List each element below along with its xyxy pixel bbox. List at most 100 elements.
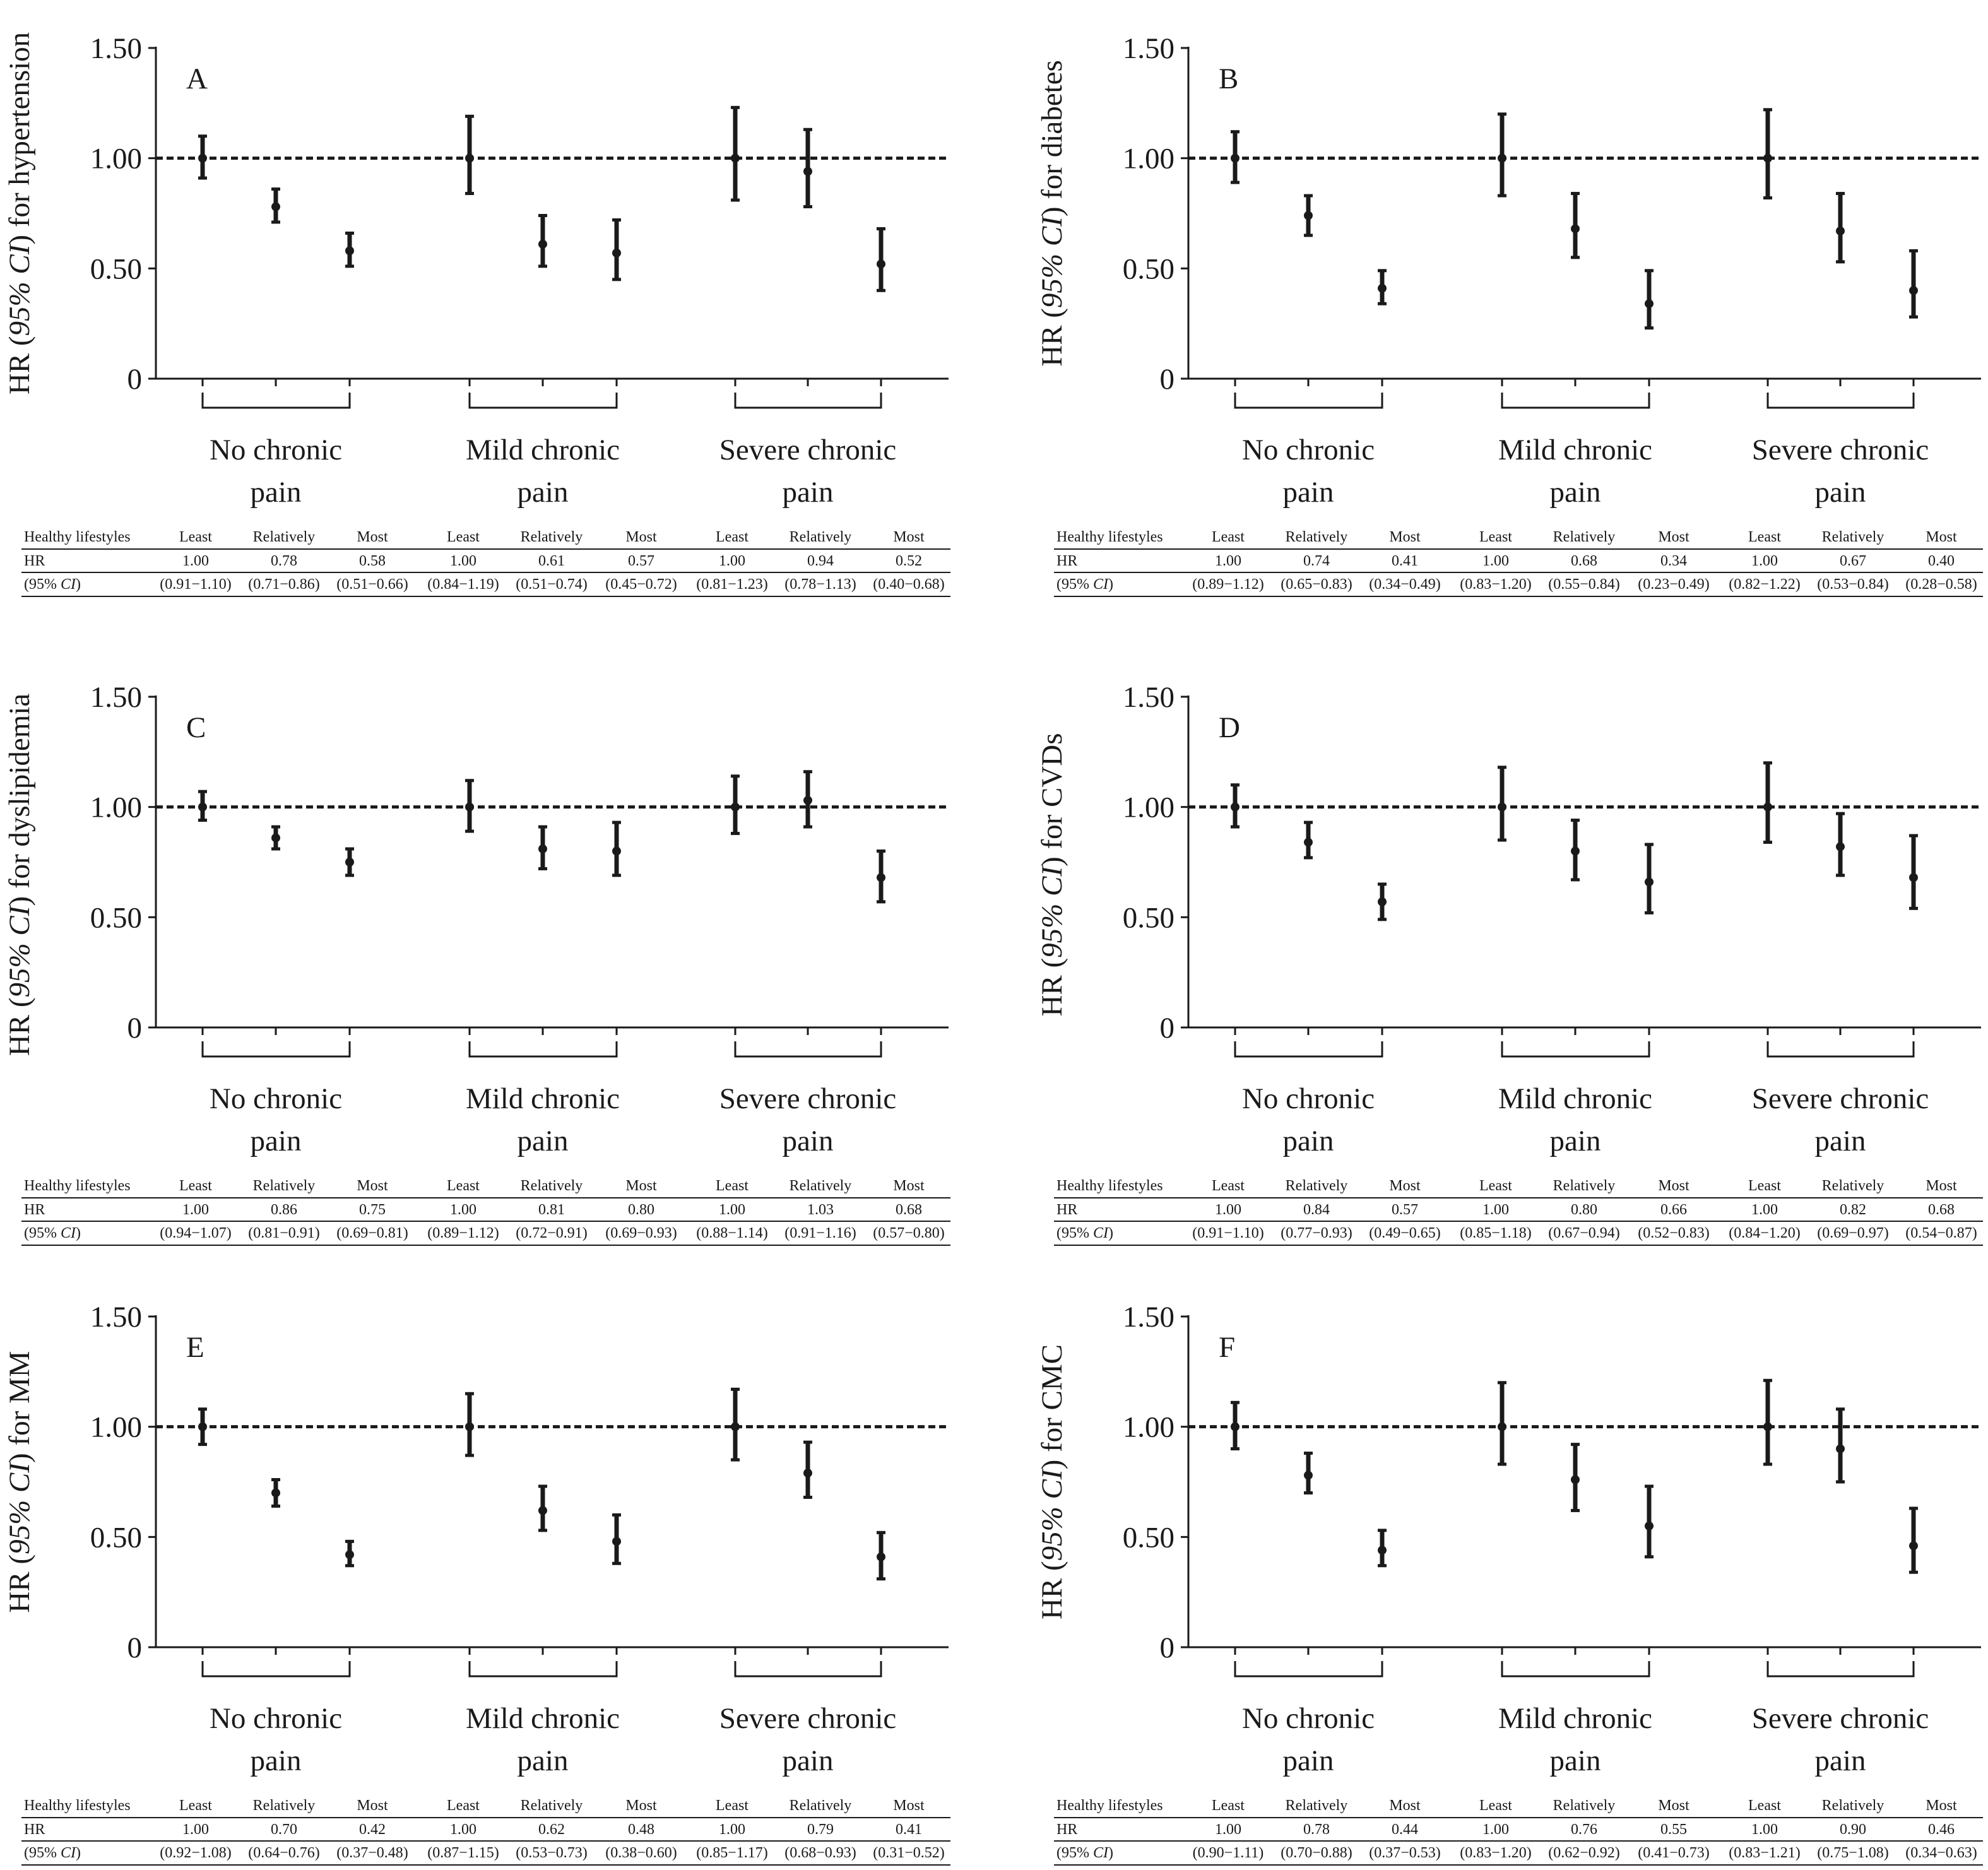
- table-label-ci-close: ): [76, 576, 81, 593]
- group-bracket: [1501, 1661, 1650, 1678]
- hr-point: [538, 1506, 547, 1515]
- group-label-line1: Mild chronic: [466, 1082, 620, 1115]
- table-lifestyle-cell: Most: [1926, 529, 1957, 545]
- y-axis-title-suffix: ) for diabetes: [1036, 60, 1068, 216]
- table-lifestyle-cell: Least: [1212, 1797, 1245, 1814]
- table-ci-cell: (0.81−1.23): [696, 576, 768, 593]
- y-axis-title-suffix: ) for dyslipidemia: [3, 694, 36, 906]
- table-hr-cell: 0.81: [538, 1202, 565, 1218]
- table-lifestyle-cell: Relatively: [253, 1178, 316, 1194]
- table-hr-cell: 1.00: [1215, 553, 1241, 569]
- table-hr-cell: 0.44: [1392, 1821, 1418, 1838]
- table-lifestyle-cell: Relatively: [790, 1178, 852, 1194]
- hr-point: [271, 202, 280, 211]
- table-label-ci: (95% CI): [1056, 1225, 1113, 1241]
- table-label-ci-italic: CI: [61, 1225, 76, 1241]
- y-tick-label: 0.50: [1123, 901, 1174, 934]
- group-label: Mild chronic pain: [466, 434, 620, 509]
- table-hr-cell: 1.00: [1482, 553, 1509, 569]
- table-ci-cell: (0.41−0.73): [1638, 1845, 1710, 1861]
- group-label-line2: pain: [251, 1744, 302, 1777]
- table-ci-cell: (0.28−0.58): [1905, 576, 1977, 593]
- table-hr-cell: 1.00: [182, 1202, 209, 1218]
- table-hr-cell: 0.42: [359, 1821, 386, 1838]
- hr-point: [1304, 211, 1313, 220]
- table-hr-cell: 1.00: [182, 1821, 209, 1838]
- group-bracket: [1234, 393, 1383, 409]
- y-tick-label: 0.50: [90, 1521, 142, 1554]
- hr-point: [803, 167, 812, 176]
- hr-point: [538, 844, 547, 854]
- table-lifestyle-cell: Most: [625, 1797, 657, 1814]
- hr-point: [1909, 873, 1918, 882]
- hr-point: [612, 248, 621, 257]
- group-label-line2: pain: [783, 1125, 834, 1157]
- group-label-line1: Mild chronic: [1498, 1702, 1652, 1735]
- group-label-line2: pain: [1283, 476, 1334, 509]
- table-label-lifestyle: Healthy lifestyles: [24, 529, 131, 545]
- table-ci-cell: (0.52−0.83): [1638, 1225, 1710, 1241]
- table-label-lifestyle: Healthy lifestyles: [1056, 529, 1163, 545]
- table-hr-cell: 0.78: [1303, 1821, 1330, 1838]
- table-hr-cell: 0.75: [359, 1202, 386, 1218]
- hr-point: [1763, 802, 1772, 812]
- group-label-line2: pain: [1815, 476, 1866, 509]
- table-label-lifestyle: Healthy lifestyles: [24, 1797, 131, 1814]
- group-label: Severe chronic pain: [1752, 1082, 1929, 1157]
- table-ci-cell: (0.90−1.11): [1193, 1845, 1264, 1861]
- table-lifestyle-cell: Least: [1479, 1178, 1512, 1194]
- hr-point: [465, 1422, 474, 1431]
- y-axis-title-italic: 95% CI: [1036, 865, 1068, 958]
- hr-point: [1304, 1471, 1313, 1480]
- group-label-line1: No chronic: [210, 434, 342, 466]
- group-label-line2: pain: [783, 476, 834, 509]
- table-ci-cell: (0.55−0.84): [1548, 576, 1620, 593]
- table-label-ci-close: ): [1108, 576, 1113, 593]
- table-lifestyle-cell: Relatively: [1822, 529, 1884, 545]
- y-tick-label: 1.50: [90, 32, 142, 65]
- table-hr-cell: 0.80: [1571, 1202, 1597, 1218]
- table-label-hr: HR: [24, 553, 45, 569]
- hr-point: [198, 802, 207, 812]
- table-lifestyle-cell: Most: [1926, 1797, 1957, 1814]
- panel-letter: B: [1219, 62, 1238, 95]
- table-label-ci: (95% CI): [24, 1225, 81, 1241]
- y-axis-title-prefix: HR (: [3, 997, 36, 1056]
- table-hr-cell: 1.00: [1751, 553, 1778, 569]
- group-bracket: [1766, 1041, 1915, 1058]
- table-label-ci-italic: CI: [1093, 1225, 1109, 1241]
- table-hr-cell: 1.00: [1751, 1821, 1778, 1838]
- y-axis-title-italic: 95% CI: [3, 243, 36, 336]
- table-ci-cell: (0.94−1.07): [160, 1225, 232, 1241]
- table-ci-cell: (0.53−0.73): [516, 1845, 588, 1861]
- table-ci-cell: (0.84−1.19): [427, 576, 499, 593]
- table-hr-cell: 1.00: [719, 1821, 745, 1838]
- table-lifestyle-cell: Most: [1658, 1797, 1689, 1814]
- group-bracket: [1501, 1041, 1650, 1058]
- group-label-line1: Severe chronic: [1752, 434, 1929, 466]
- group-label: No chronic pain: [1242, 434, 1375, 509]
- group-label: Mild chronic pain: [466, 1702, 620, 1777]
- table-lifestyle-cell: Least: [716, 1797, 748, 1814]
- hr-point: [1378, 897, 1387, 906]
- table-ci-cell: (0.53−0.84): [1817, 576, 1889, 593]
- group-label-line1: No chronic: [1242, 434, 1375, 466]
- group-bracket: [468, 1041, 618, 1058]
- group-bracket: [468, 393, 618, 409]
- table-hr-cell: 0.61: [538, 553, 565, 569]
- y-tick-label: 1.00: [90, 1411, 142, 1444]
- table-hr-cell: 0.86: [271, 1202, 297, 1218]
- hr-point: [877, 873, 885, 882]
- group-label: No chronic pain: [210, 434, 342, 509]
- table-lifestyle-cell: Relatively: [790, 1797, 852, 1814]
- hr-point: [612, 1537, 621, 1546]
- table-lifestyle-cell: Least: [447, 1178, 480, 1194]
- table-hr-cell: 0.82: [1840, 1202, 1866, 1218]
- table-hr-cell: 0.68: [896, 1202, 922, 1218]
- table-hr-cell: 1.00: [1215, 1821, 1241, 1838]
- group-label-line2: pain: [1815, 1125, 1866, 1157]
- table-lifestyle-cell: Least: [1748, 1797, 1781, 1814]
- y-tick-label: 0: [127, 1631, 143, 1664]
